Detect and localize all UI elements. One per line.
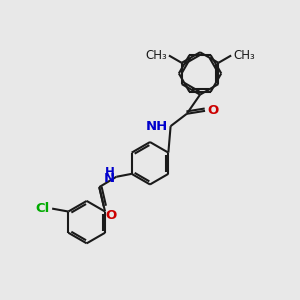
Text: NH: NH bbox=[146, 120, 168, 133]
Text: Cl: Cl bbox=[36, 202, 50, 215]
Text: O: O bbox=[105, 209, 116, 222]
Text: N: N bbox=[104, 172, 115, 185]
Text: CH₃: CH₃ bbox=[145, 49, 167, 62]
Text: CH₃: CH₃ bbox=[233, 49, 255, 62]
Text: H: H bbox=[105, 166, 115, 179]
Text: O: O bbox=[207, 104, 218, 117]
